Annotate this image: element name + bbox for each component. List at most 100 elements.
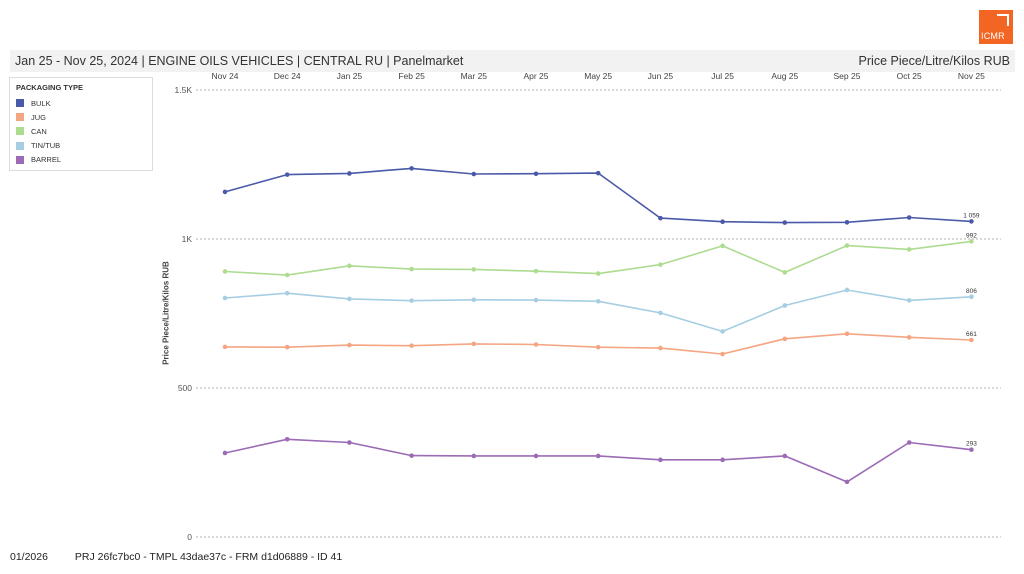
series-line-jug xyxy=(224,332,972,355)
series-line-can xyxy=(224,240,972,276)
data-point-can xyxy=(782,270,788,275)
data-point-bulk xyxy=(409,166,414,171)
data-point-bulk xyxy=(284,172,290,177)
data-point-bulk xyxy=(533,171,539,177)
data-point-jug xyxy=(782,336,788,342)
legend-item-barrel[interactable]: BARREL xyxy=(16,153,146,167)
x-tick-label: May 25 xyxy=(584,71,612,81)
legend-swatch xyxy=(16,127,24,136)
data-label-jug: 661 xyxy=(966,331,977,338)
data-point-tin-tub xyxy=(595,298,601,304)
data-label-bulk: 1 059 xyxy=(963,212,980,219)
x-tick-label: Nov 24 xyxy=(212,71,239,81)
x-tick-label: Feb 25 xyxy=(398,71,425,81)
y-tick-label: 0 xyxy=(187,532,192,542)
data-point-jug xyxy=(284,344,290,350)
data-point-jug xyxy=(969,337,974,343)
data-point-barrel xyxy=(409,453,414,458)
chart-measure: Price Piece/Litre/Kilos RUB xyxy=(858,54,1010,68)
data-point-tin-tub xyxy=(471,297,477,303)
data-label-barrel: 293 xyxy=(966,441,977,448)
data-point-bulk xyxy=(595,170,601,176)
data-point-jug xyxy=(906,335,912,340)
legend-item-tin-tub[interactable]: TIN/TUB xyxy=(16,139,146,153)
legend-label: TIN/TUB xyxy=(31,141,61,151)
data-point-bulk xyxy=(782,220,788,225)
data-point-jug xyxy=(720,351,725,357)
x-tick-label: Jul 25 xyxy=(711,71,734,81)
footer-ids: PRJ 26fc7bc0 - TMPL 43dae37c - FRM d1d06… xyxy=(74,551,343,563)
logo-corner-icon xyxy=(997,14,1009,26)
legend-swatch xyxy=(16,113,24,122)
legend-label: JUG xyxy=(31,112,46,122)
data-point-barrel xyxy=(906,440,912,445)
x-tick-label: Jun 25 xyxy=(648,71,674,81)
x-tick-label: Dec 24 xyxy=(274,71,301,81)
x-tick-label: Aug 25 xyxy=(771,71,798,81)
data-point-tin-tub xyxy=(969,294,974,300)
data-point-barrel xyxy=(658,457,663,463)
data-point-bulk xyxy=(844,220,850,225)
data-point-barrel xyxy=(844,479,850,485)
legend-label: BARREL xyxy=(31,155,62,165)
data-point-tin-tub xyxy=(222,295,228,301)
data-point-tin-tub xyxy=(533,297,539,303)
data-point-can xyxy=(222,269,228,274)
x-tick-label: Mar 25 xyxy=(461,71,488,81)
data-point-jug xyxy=(533,342,539,347)
data-point-barrel xyxy=(969,447,974,452)
data-point-jug xyxy=(347,342,352,348)
data-point-can xyxy=(595,271,601,276)
data-point-barrel xyxy=(782,453,788,459)
data-point-can xyxy=(844,243,850,248)
x-tick-label: Oct 25 xyxy=(897,71,922,81)
series-line-tin-tub xyxy=(224,289,972,333)
data-point-barrel xyxy=(347,440,352,445)
series-line-barrel xyxy=(224,438,972,483)
data-point-jug xyxy=(595,344,601,350)
data-point-can xyxy=(347,263,352,269)
data-point-jug xyxy=(844,331,850,337)
legend-item-jug[interactable]: JUG xyxy=(16,110,146,124)
data-point-barrel xyxy=(284,436,290,442)
legend-item-bulk[interactable]: BULK xyxy=(16,96,146,110)
data-point-tin-tub xyxy=(347,296,352,302)
x-tick-label: Sep 25 xyxy=(834,71,861,81)
legend-swatch xyxy=(16,99,24,108)
data-point-bulk xyxy=(969,219,974,224)
x-tick-label: Apr 25 xyxy=(523,71,548,81)
footer-date: 01/2026 xyxy=(10,551,48,563)
data-point-tin-tub xyxy=(284,290,290,296)
data-point-barrel xyxy=(222,450,228,456)
data-point-bulk xyxy=(222,189,228,195)
data-point-tin-tub xyxy=(782,303,788,308)
data-label-can: 992 xyxy=(966,232,977,239)
legend-item-can[interactable]: CAN xyxy=(16,124,146,138)
data-point-bulk xyxy=(906,215,912,220)
series-line-bulk xyxy=(224,167,972,224)
data-point-barrel xyxy=(533,453,539,459)
data-point-jug xyxy=(658,345,663,351)
data-point-bulk xyxy=(347,171,352,176)
legend-label: CAN xyxy=(31,126,47,136)
data-point-can xyxy=(658,262,663,267)
legend-items: BULK JUG CAN TIN/TUB BARREL xyxy=(16,96,146,167)
data-point-bulk xyxy=(720,219,725,225)
logo-text: ICMR xyxy=(981,31,1005,41)
chart-header: Jan 25 - Nov 25, 2024 | ENGINE OILS VEHI… xyxy=(10,50,1015,72)
y-tick-label: 500 xyxy=(178,383,192,393)
data-point-tin-tub xyxy=(658,310,663,316)
data-point-can xyxy=(471,267,477,272)
x-tick-label: Nov 25 xyxy=(958,71,985,81)
data-point-can xyxy=(906,247,912,252)
data-point-can xyxy=(284,272,290,278)
x-tick-label: Jan 25 xyxy=(337,71,363,81)
data-label-tin-tub: 806 xyxy=(966,288,977,295)
legend-swatch xyxy=(16,141,24,150)
y-tick-label: 1K xyxy=(182,234,193,244)
chart-title: Jan 25 - Nov 25, 2024 | ENGINE OILS VEHI… xyxy=(15,54,464,68)
y-tick-label: 1.5K xyxy=(175,85,193,95)
data-point-can xyxy=(533,268,539,274)
data-point-bulk xyxy=(658,215,663,221)
